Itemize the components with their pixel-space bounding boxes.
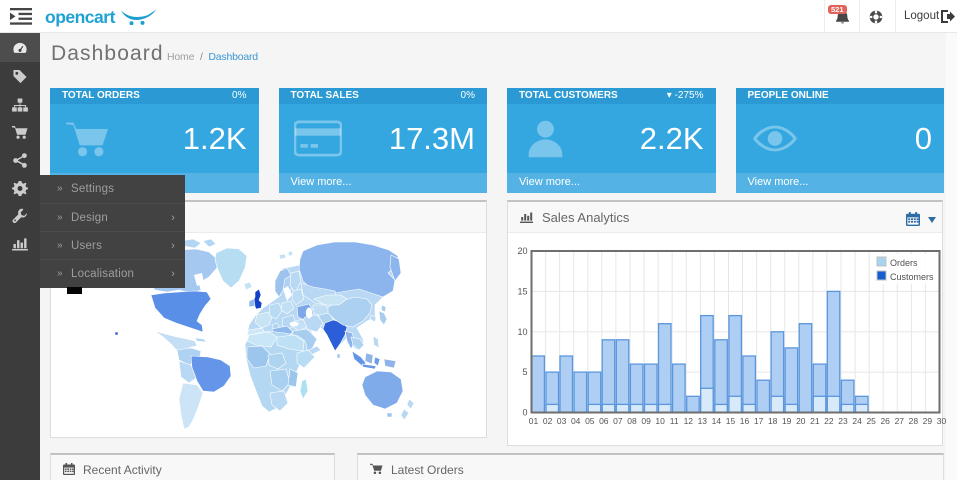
- svg-text:05: 05: [585, 416, 595, 426]
- svg-text:10: 10: [655, 416, 665, 426]
- svg-text:Orders: Orders: [890, 258, 918, 268]
- svg-text:10: 10: [517, 327, 527, 337]
- svg-text:11: 11: [670, 416, 679, 426]
- svg-text:30: 30: [937, 416, 947, 426]
- svg-text:21: 21: [810, 416, 820, 426]
- svg-text:02: 02: [543, 416, 553, 426]
- svg-text:Customers: Customers: [890, 272, 934, 282]
- svg-text:17: 17: [754, 416, 764, 426]
- svg-text:12: 12: [684, 416, 694, 426]
- svg-text:08: 08: [627, 416, 637, 426]
- svg-text:28: 28: [909, 416, 919, 426]
- svg-text:14: 14: [712, 416, 722, 426]
- svg-text:22: 22: [824, 416, 834, 426]
- svg-text:18: 18: [768, 416, 778, 426]
- svg-text:16: 16: [740, 416, 750, 426]
- svg-text:0: 0: [522, 408, 527, 418]
- svg-text:20: 20: [517, 246, 527, 256]
- svg-text:04: 04: [571, 416, 581, 426]
- svg-text:13: 13: [698, 416, 708, 426]
- svg-text:27: 27: [895, 416, 905, 426]
- svg-text:06: 06: [599, 416, 609, 426]
- svg-text:23: 23: [838, 416, 848, 426]
- svg-text:20: 20: [796, 416, 806, 426]
- svg-text:25: 25: [866, 416, 876, 426]
- svg-text:09: 09: [641, 416, 651, 426]
- svg-text:5: 5: [522, 367, 527, 377]
- svg-text:15: 15: [726, 416, 736, 426]
- svg-text:29: 29: [923, 416, 933, 426]
- svg-text:26: 26: [880, 416, 890, 426]
- svg-text:24: 24: [852, 416, 862, 426]
- svg-text:01: 01: [529, 416, 539, 426]
- svg-text:15: 15: [517, 286, 527, 296]
- svg-text:07: 07: [613, 416, 623, 426]
- svg-text:03: 03: [557, 416, 567, 426]
- svg-text:19: 19: [782, 416, 792, 426]
